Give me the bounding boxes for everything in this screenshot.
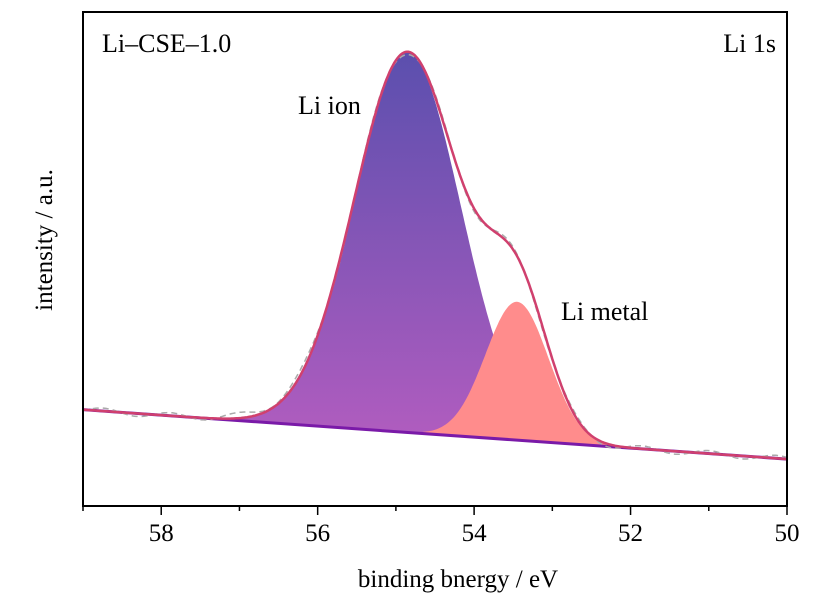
- peak-label-li-ion: Li ion: [298, 91, 361, 120]
- x-axis: 58 56 54 52 50: [82, 506, 800, 547]
- x-tick-label: 56: [305, 520, 330, 547]
- li-ion-component: [83, 52, 787, 460]
- envelope-line: [83, 50, 787, 461]
- sample-label: Li–CSE–1.0: [102, 29, 231, 58]
- x-axis-title: binding bnergy / eV: [358, 566, 558, 593]
- plot-frame: [82, 11, 788, 507]
- x-tick-label: 50: [775, 520, 800, 547]
- plot-area: [83, 50, 787, 461]
- x-tick-label: 52: [618, 520, 643, 547]
- x-tick-label: 58: [149, 520, 174, 547]
- raw-data-line: [83, 53, 787, 460]
- y-axis-title: intensity / a.u.: [31, 169, 58, 311]
- x-tick-label: 54: [462, 520, 488, 547]
- peak-label-li-metal: Li metal: [561, 297, 648, 326]
- core-level-label: Li 1s: [723, 29, 776, 58]
